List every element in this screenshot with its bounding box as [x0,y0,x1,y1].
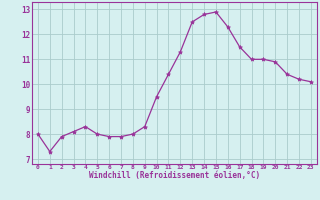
X-axis label: Windchill (Refroidissement éolien,°C): Windchill (Refroidissement éolien,°C) [89,171,260,180]
